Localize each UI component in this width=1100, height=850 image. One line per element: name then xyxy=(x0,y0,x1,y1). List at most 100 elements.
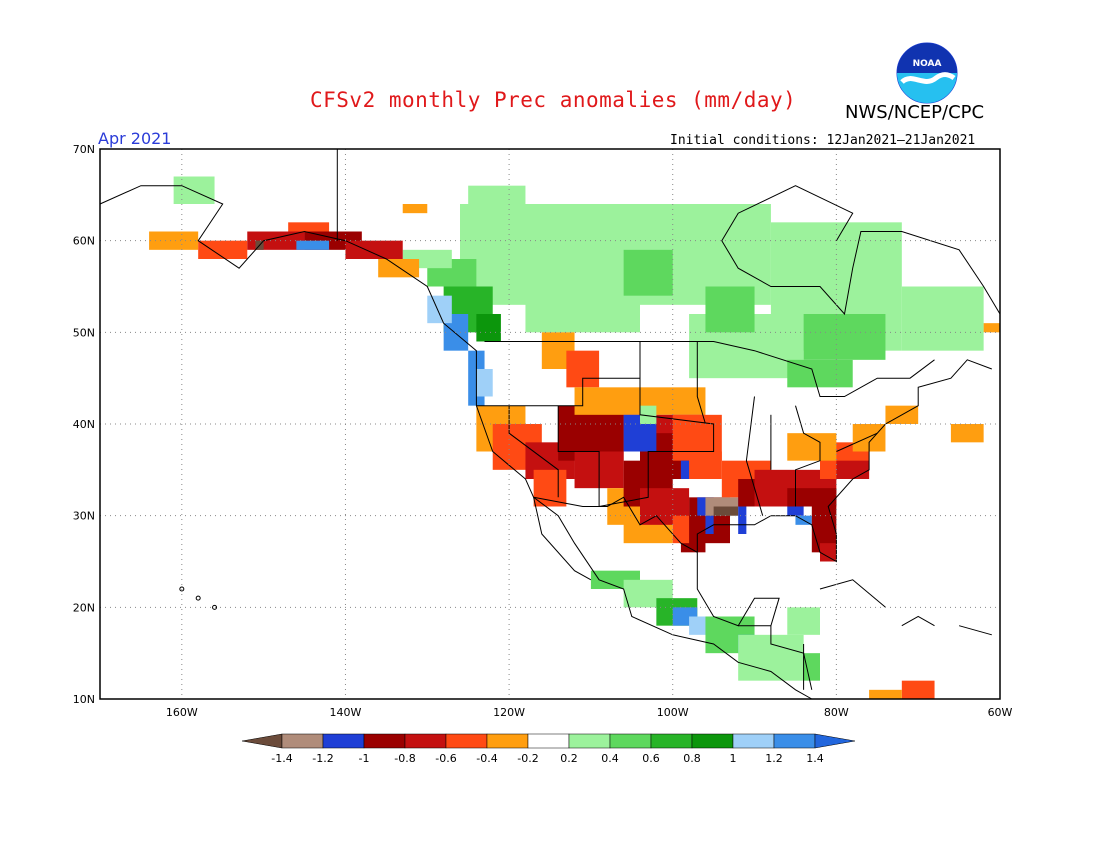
coastline-segment xyxy=(745,396,764,516)
island-outline xyxy=(195,595,201,601)
anomaly-cell xyxy=(901,680,935,699)
colorbar-swatch xyxy=(650,733,693,749)
colorbar-swatch xyxy=(404,733,447,749)
lat-label: 60N xyxy=(73,235,95,248)
colorbar-label: 0.4 xyxy=(601,752,619,765)
lon-label: 140W xyxy=(330,706,362,719)
colorbar: -1.4 -1.2 -1 -0.8 -0.6 -0.4 -0.2 0.2 0.4 0.6 0.8 1 1… xyxy=(241,733,856,765)
colorbar-swatch xyxy=(691,733,734,749)
anomaly-cells xyxy=(149,176,1000,699)
colorbar-max-arrow xyxy=(814,733,856,749)
lon-label: 100W xyxy=(657,706,689,719)
colorbar-swatch xyxy=(445,733,488,749)
anomaly-cell xyxy=(476,369,493,397)
anomaly-cell xyxy=(705,286,755,333)
colorbar-label: 1 xyxy=(730,752,737,765)
colorbar-swatch xyxy=(609,733,652,749)
noaa-logo-icon: NOAA xyxy=(896,42,958,104)
coastlines xyxy=(99,149,1001,700)
anomaly-cell xyxy=(689,451,722,479)
coastline-segment xyxy=(901,615,935,627)
anomaly-cell xyxy=(787,506,804,516)
coastline-segment xyxy=(533,496,698,553)
coastline-segment xyxy=(795,405,821,507)
coastline-segment xyxy=(476,377,715,507)
anomaly-cell xyxy=(950,424,984,443)
anomaly-cell xyxy=(288,222,330,232)
initial-conditions: Initial conditions: 12Jan2021–21Jan2021 xyxy=(670,133,976,148)
colorbar-label: -0.8 xyxy=(394,752,415,765)
colorbar-label: 0.8 xyxy=(683,752,701,765)
anomaly-cell xyxy=(787,607,820,635)
anomaly-cell xyxy=(869,689,902,699)
coastline-segment xyxy=(721,185,1001,316)
lat-label: 70N xyxy=(73,143,95,156)
island-outline xyxy=(179,586,185,592)
coastline-segment xyxy=(696,341,706,425)
colorbar-swatch xyxy=(486,733,529,749)
coastline-segment xyxy=(557,405,600,507)
lat-label: 40N xyxy=(73,418,95,431)
latitude-labels: 70N 60N 50N 40N 30N 20N 10N xyxy=(73,143,95,706)
colorbar-swatch xyxy=(281,733,324,749)
colorbar-label: -0.2 xyxy=(517,752,538,765)
colorbar-swatch xyxy=(322,733,365,749)
anomaly-cell xyxy=(803,314,886,360)
anomaly-cell xyxy=(427,295,452,324)
coastline-segment xyxy=(836,432,878,452)
anomaly-cell xyxy=(820,543,837,562)
anomaly-cell xyxy=(468,185,526,214)
colorbar-label: -1.4 xyxy=(271,752,292,765)
colorbar-label: -1.2 xyxy=(312,752,333,765)
anomaly-cell xyxy=(901,286,984,351)
colorbar-label: -1 xyxy=(359,752,370,765)
lat-label: 20N xyxy=(73,601,95,614)
anomaly-cell xyxy=(713,506,739,516)
anomaly-cell xyxy=(476,314,501,342)
anomaly-cell xyxy=(525,259,640,333)
colorbar-swatch xyxy=(363,733,406,749)
forecast-month: Apr 2021 xyxy=(98,129,172,148)
colorbar-label: 1.2 xyxy=(765,752,783,765)
anomaly-cell xyxy=(803,653,820,681)
colorbar-label: -0.4 xyxy=(476,752,497,765)
lon-label: 80W xyxy=(824,706,849,719)
anomaly-cell xyxy=(402,204,428,214)
colorbar-swatch xyxy=(773,733,816,749)
lat-label: 30N xyxy=(73,510,95,523)
colorbar-swatch xyxy=(568,733,611,749)
colorbar-swatch xyxy=(527,733,570,749)
anomaly-cell xyxy=(173,176,215,204)
colorbar-label: 1.4 xyxy=(806,752,824,765)
anomaly-cell xyxy=(345,240,403,259)
coastline-segment xyxy=(99,185,813,700)
lat-label: 10N xyxy=(73,693,95,706)
colorbar-label: 0.2 xyxy=(560,752,578,765)
island-outline xyxy=(212,604,218,610)
logo-text: NOAA xyxy=(913,59,942,69)
coastline-segment xyxy=(696,359,992,563)
lon-label: 120W xyxy=(493,706,525,719)
anomaly-cell xyxy=(836,460,870,479)
chart-title: CFSv2 monthly Prec anomalies (mm/day) xyxy=(310,88,797,112)
anomaly-cell xyxy=(378,259,420,278)
anomaly-cell xyxy=(738,488,747,534)
anomaly-cell xyxy=(149,231,199,250)
coastline-segment xyxy=(533,497,592,581)
anomaly-cell xyxy=(198,240,248,259)
agency-label: NWS/NCEP/CPC xyxy=(845,102,985,123)
coastline-segment xyxy=(484,341,935,397)
anomaly-cell xyxy=(983,323,1000,333)
anomaly-cell xyxy=(623,249,673,296)
graticule xyxy=(100,149,1000,699)
anomaly-cell xyxy=(296,240,330,250)
coastline-segment xyxy=(819,579,886,608)
colorbar-label: 0.6 xyxy=(642,752,660,765)
colorbar-swatch xyxy=(732,733,775,749)
colorbar-label: -0.6 xyxy=(435,752,456,765)
coastline-segment xyxy=(696,552,813,690)
longitude-labels: 160W 140W 120W 100W 80W 60W xyxy=(166,706,1013,719)
map-frame xyxy=(99,148,1001,700)
lat-label: 50N xyxy=(73,326,95,339)
